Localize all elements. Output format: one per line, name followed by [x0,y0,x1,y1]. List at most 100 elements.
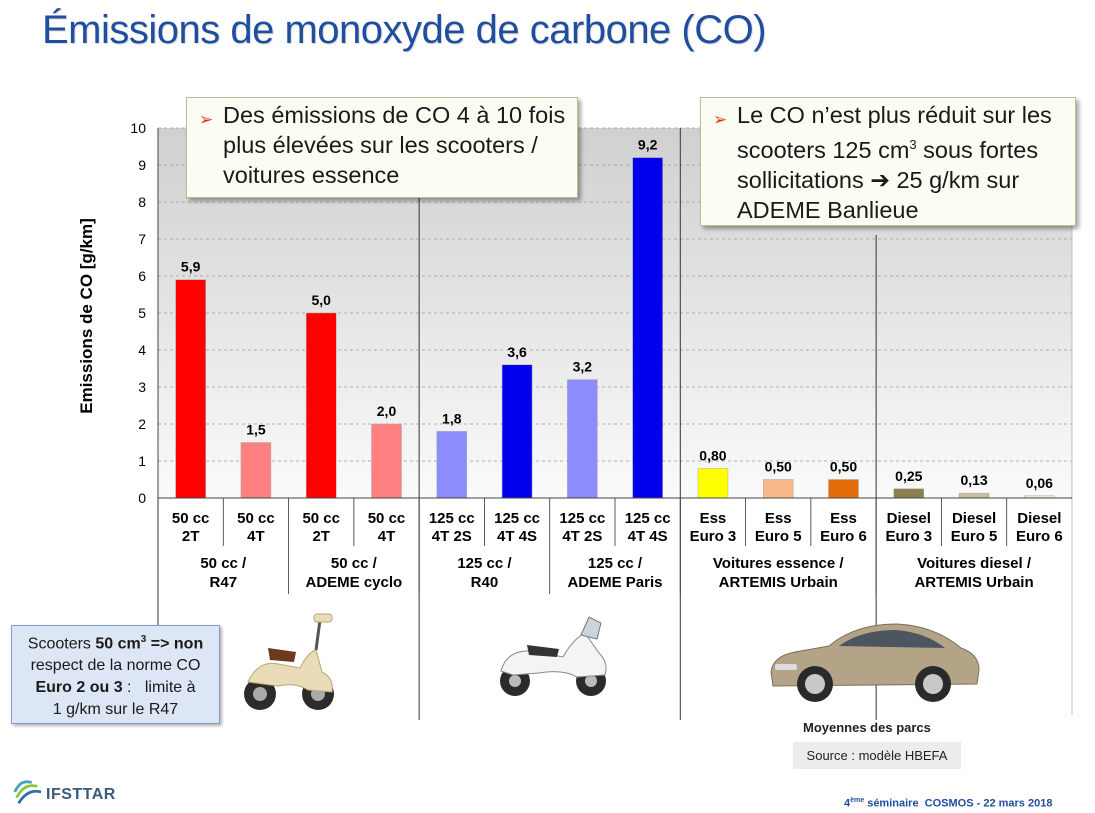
bar-value-label: 3,6 [507,344,527,360]
bar-value-label: 3,2 [573,359,593,375]
bars [175,157,1055,499]
callout-left: ➢ Des émissions de CO 4 à 10 fois plus é… [186,97,578,198]
note-bold: Euro 2 ou 3 [35,679,123,697]
bar-value-label: 0,25 [895,468,922,484]
group-label: 125 cc / [588,555,643,572]
y-tick-label: 2 [138,416,146,432]
category-label: 125 cc [559,510,605,527]
callout-right: ➢ Le CO n’est plus réduit sur les scoote… [700,97,1076,226]
note-text: : limite à [122,679,196,697]
footer-sup: ème [850,797,865,804]
y-tick-label: 4 [138,342,146,358]
bar [567,379,598,499]
y-tick-label: 3 [138,379,146,395]
category-label: 50 cc [368,510,406,527]
bar [240,442,272,499]
group-label: R47 [210,574,238,591]
bar [632,157,663,499]
bar-value-label: 9,2 [638,137,658,153]
bar-value-label: 2,0 [377,403,397,419]
bar-value-label: 0,50 [765,459,792,475]
bar-value-label: 0,13 [960,472,987,488]
category-label: Euro 5 [755,528,802,545]
bar [175,279,206,499]
arrow-bullet-icon: ➢ [713,110,728,129]
bar [436,431,468,499]
ifsttar-logo-icon [13,780,42,805]
category-label: Diesel [887,510,931,527]
category-label: 2T [312,528,330,545]
bar [762,479,794,499]
bar [501,364,533,499]
scooter-50cc-image [244,613,334,710]
bar-value-labels: 5,9 1,5 5,0 2,0 1,8 3,6 3,2 9,2 0,80 0,50 0,50 0,25… [181,137,1053,491]
category-label: 50 cc [302,510,340,527]
group-label: ARTEMIS Urbain [719,574,838,591]
logo-text: IFSTTAR [46,786,116,803]
footer: 4ème séminaire COSMOS - 22 mars 2018 [844,797,1052,810]
callout-right-sup: 3 [909,137,917,152]
category-label: 4T [247,528,265,545]
category-label: Euro 3 [690,528,737,545]
group-label: R40 [471,574,499,591]
category-label: Ess [830,510,857,527]
y-axis-ticks: 0 1 2 3 4 5 6 7 8 9 10 [130,120,146,506]
category-label: 125 cc [494,510,540,527]
group-label: 50 cc / [200,555,247,572]
group-label: ARTEMIS Urbain [914,574,1033,591]
y-tick-label: 8 [138,194,146,210]
callout-left-text: Des émissions de CO 4 à 10 fois plus éle… [223,102,566,188]
bar [305,312,337,499]
group-label: ADEME Paris [567,574,662,591]
note-text: 1 g/km sur le R47 [52,701,179,719]
scooter-norm-note: Scooters 50 cm3 => non respect de la nor… [11,625,220,724]
note-text: Scooters [27,635,96,653]
note-bold: 50 cm [95,635,141,653]
y-tick-label: 1 [138,453,146,469]
bar [371,423,402,499]
footer-num: 4 [844,797,851,810]
category-label: Ess [765,510,792,527]
y-tick-label: 9 [138,157,146,173]
category-label: Euro 5 [951,528,998,545]
group-label: Voitures essence / [713,555,844,572]
note-bold: => non [146,635,204,653]
group-label: 125 cc / [457,555,512,572]
group-label: ADEME cyclo [306,574,403,591]
bar-value-label: 5,9 [181,259,201,275]
y-tick-label: 5 [138,305,146,321]
category-label: 4T [378,528,396,545]
y-axis-label: Emissions de CO [g/km] [77,218,96,414]
note-sup: 3 [140,634,147,645]
category-label: 50 cc [172,510,210,527]
bar-value-label: 0,80 [699,447,726,463]
category-label: Diesel [952,510,996,527]
category-label: 4T 4S [628,528,668,545]
bar-value-label: 5,0 [311,292,331,308]
category-label: Ess [700,510,727,527]
y-tick-label: 7 [138,231,146,247]
bar [893,488,925,499]
fleet-average-label: Moyennes des parcs [803,720,931,735]
bar-value-label: 0,06 [1026,475,1053,491]
group-label: 50 cc / [331,555,378,572]
group-labels: 50 cc / R47 50 cc / ADEME cyclo 125 cc / R40 1… [200,555,1033,591]
category-label: Euro 6 [1016,528,1063,545]
category-label: 2T [182,528,200,545]
scooter-125cc-image [500,616,607,696]
callout-right-text-2: sous fortes sollicitations ➔ 25 g/km sur… [737,136,1039,223]
bar [958,492,990,499]
category-label: 4T 4S [497,528,537,545]
car-image [770,623,980,702]
bar [697,468,729,499]
y-tick-label: 0 [138,490,146,506]
category-label: Euro 6 [820,528,867,545]
category-label: 4T 2S [562,528,602,545]
category-label: 125 cc [625,510,671,527]
arrow-bullet-icon: ➢ [199,110,214,129]
y-tick-label: 10 [130,120,146,136]
category-label: Diesel [1017,510,1061,527]
category-label: 4T 2S [432,528,472,545]
footer-text: séminaire COSMOS - 22 mars 2018 [864,797,1053,810]
